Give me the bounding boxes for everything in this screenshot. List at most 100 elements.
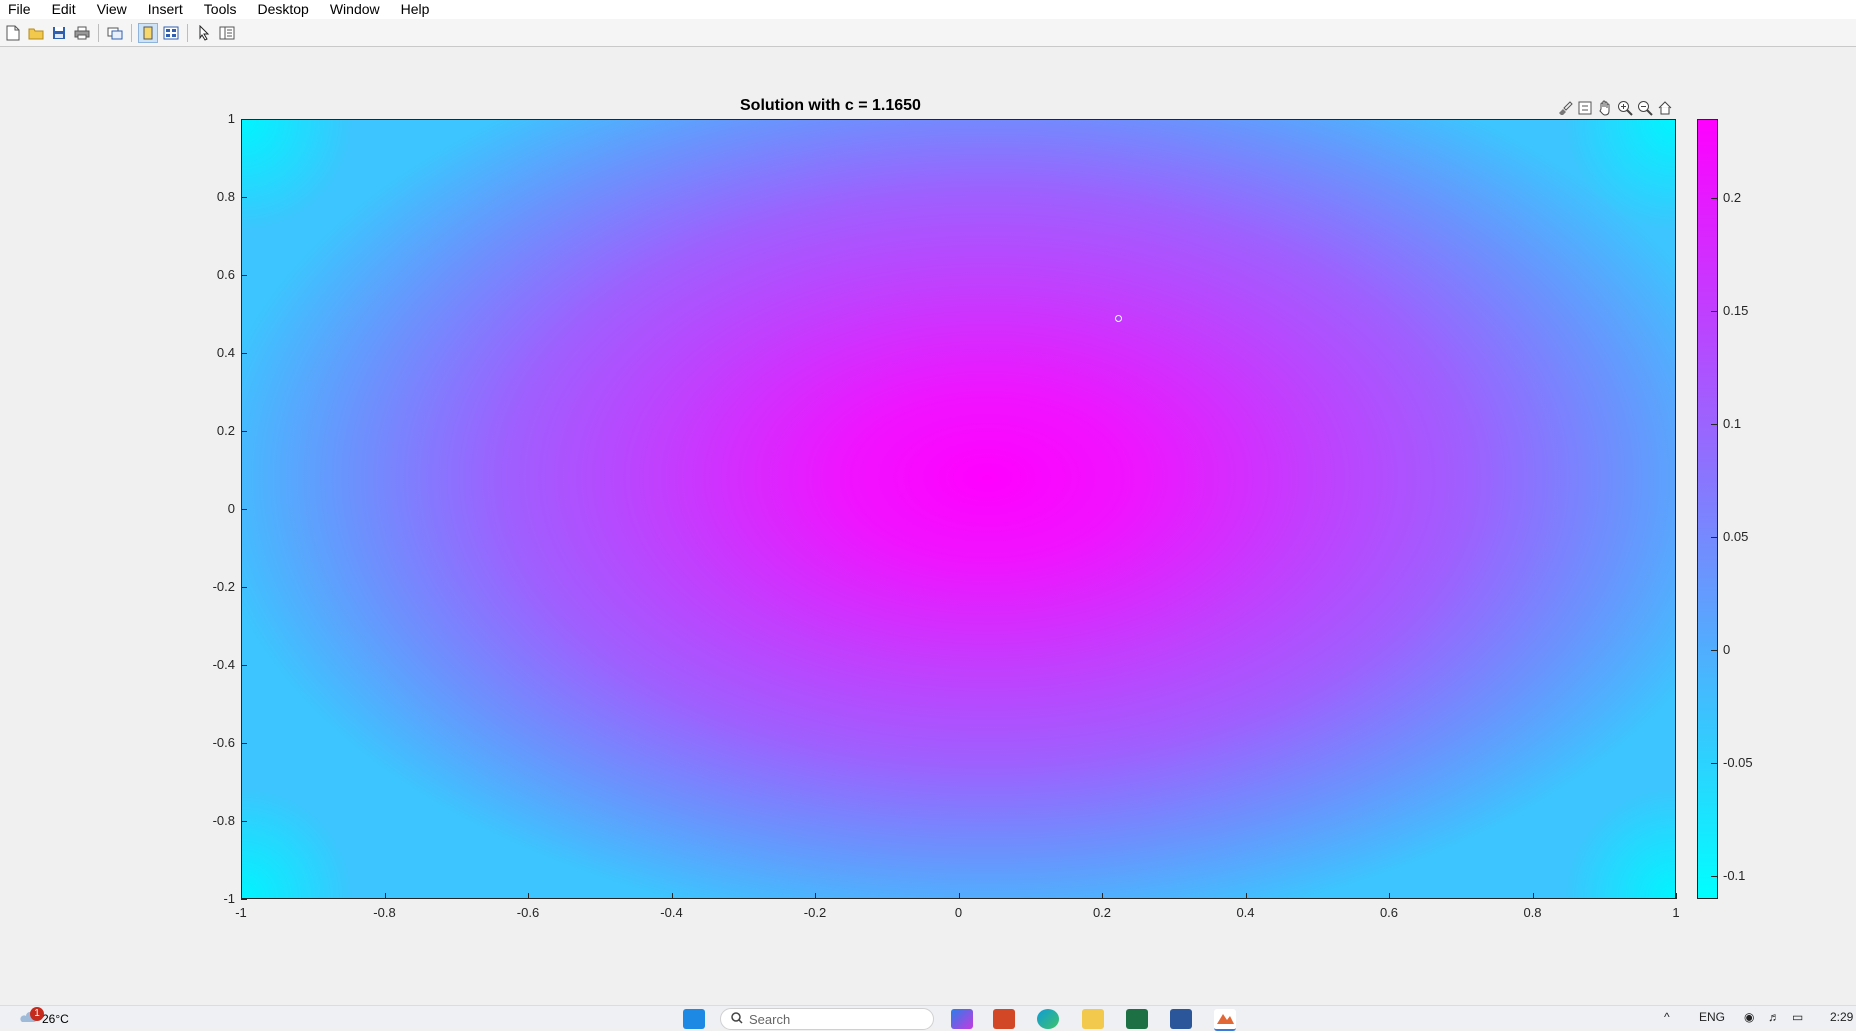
colorbar-tick-label: -0.1: [1723, 868, 1746, 884]
y-tick-label: 0.2: [216, 423, 235, 438]
toolbar-separator: [187, 23, 188, 42]
figure-toolbar: [0, 19, 1856, 47]
y-tick-mark: [241, 353, 247, 354]
menu-bar: File Edit View Insert Tools Desktop Wind…: [0, 0, 1856, 19]
y-tick-label: -1: [223, 891, 235, 906]
menu-desktop[interactable]: Desktop: [257, 1, 309, 17]
powerpoint-icon[interactable]: [993, 1009, 1015, 1029]
battery-icon[interactable]: ▭: [1792, 1010, 1804, 1024]
search-placeholder: Search: [749, 1011, 791, 1027]
x-tick-mark: [241, 893, 242, 899]
y-tick-label: 0.6: [216, 267, 235, 282]
x-tick-mark: [1533, 893, 1534, 899]
link-plot-icon[interactable]: [105, 23, 125, 43]
menu-insert[interactable]: Insert: [147, 1, 183, 17]
matlab-icon[interactable]: [1214, 1009, 1236, 1031]
axes-toolbar: [1556, 99, 1673, 116]
clock-time[interactable]: 2:29: [1830, 1010, 1854, 1024]
x-tick-label: -0.6: [516, 905, 540, 920]
plot-browser-icon[interactable]: [217, 23, 237, 43]
pan-icon[interactable]: [1596, 99, 1613, 116]
windows-start-icon[interactable]: [683, 1009, 705, 1029]
x-tick-mark: [1246, 893, 1247, 899]
colorbar-tick-mark: [1711, 311, 1717, 312]
x-tick-label: 0.8: [1523, 905, 1542, 920]
excel-icon[interactable]: [1126, 1009, 1148, 1029]
menu-edit[interactable]: Edit: [51, 1, 76, 17]
colorbar-tick-mark: [1711, 876, 1717, 877]
y-tick-label: -0.8: [212, 813, 235, 828]
y-tick-mark: [241, 665, 247, 666]
x-tick-mark: [1676, 893, 1677, 899]
menu-file[interactable]: File: [8, 1, 31, 17]
y-tick-mark: [241, 899, 247, 900]
x-tick-label: 0.2: [1092, 905, 1112, 920]
x-tick-label: 1: [1672, 905, 1680, 920]
network-icon[interactable]: ◉: [1744, 1010, 1755, 1024]
menu-tools[interactable]: Tools: [203, 1, 237, 17]
colorbar-tick-label: 0.2: [1723, 190, 1742, 206]
y-tick-mark: [241, 743, 247, 744]
colorbar-tick-label: 0.1: [1723, 416, 1742, 432]
menu-window[interactable]: Window: [329, 1, 380, 17]
x-tick-label: -0.2: [803, 905, 827, 920]
chevron-up-icon[interactable]: ^: [1664, 1010, 1670, 1024]
select-arrow-icon[interactable]: [194, 23, 214, 43]
y-tick-label: 0.8: [216, 189, 235, 204]
colorbar-tick-mark: [1711, 537, 1717, 538]
y-tick-label: 0.4: [216, 345, 235, 360]
word-icon[interactable]: [1170, 1009, 1192, 1029]
toolbar-separator: [131, 23, 132, 42]
zoom-out-icon[interactable]: [1636, 99, 1653, 116]
x-tick-label: 0: [954, 905, 963, 920]
plot-title: Solution with c = 1.1650: [740, 97, 921, 114]
heatmap-plot-area[interactable]: [241, 119, 1676, 899]
colorbar-tick-mark: [1711, 763, 1717, 764]
toolbar-separator: [98, 23, 99, 42]
y-tick-mark: [241, 197, 247, 198]
save-icon[interactable]: [49, 23, 69, 43]
open-file-icon[interactable]: [26, 23, 46, 43]
x-tick-mark: [1389, 893, 1390, 899]
edge-browser-icon[interactable]: [1037, 1009, 1059, 1029]
colorbar-tick-label: 0: [1723, 642, 1731, 658]
y-tick-label: -0.4: [212, 657, 235, 672]
y-tick-label: -0.6: [212, 735, 235, 750]
colorbar-tick-mark: [1711, 650, 1717, 651]
colorbar[interactable]: [1697, 119, 1718, 899]
y-tick-mark: [241, 119, 247, 120]
file-explorer-icon[interactable]: [1082, 1009, 1104, 1029]
x-tick-label: -0.4: [660, 905, 683, 920]
colorbar-tick-label: 0.15: [1723, 303, 1749, 319]
x-tick-mark: [672, 893, 673, 899]
colorbar-tick-label: 0.05: [1723, 529, 1749, 545]
menu-help[interactable]: Help: [400, 1, 430, 17]
print-icon[interactable]: [72, 23, 92, 43]
copilot-icon[interactable]: [951, 1009, 973, 1029]
brush-icon[interactable]: [1556, 99, 1573, 116]
y-tick-label: 0: [227, 501, 235, 516]
new-figure-icon[interactable]: [3, 23, 23, 43]
colorbar-tick-mark: [1711, 198, 1717, 199]
heatmap-surface: [242, 120, 1675, 898]
menu-view[interactable]: View: [96, 1, 127, 17]
colorbar-tick-label: -0.05: [1723, 755, 1753, 771]
x-tick-mark: [1102, 893, 1103, 899]
cursor-marker: [1115, 315, 1122, 322]
x-tick-label: -0.8: [373, 905, 396, 920]
y-tick-mark: [241, 509, 247, 510]
volume-icon[interactable]: ♬: [1768, 1010, 1780, 1024]
dock-icon[interactable]: [138, 22, 158, 43]
y-tick-label: 1: [227, 111, 235, 126]
x-tick-mark: [815, 893, 816, 899]
zoom-in-icon[interactable]: [1616, 99, 1633, 116]
data-tips-icon[interactable]: [1576, 99, 1593, 116]
home-icon[interactable]: [1656, 99, 1673, 116]
y-tick-mark: [241, 431, 247, 432]
property-editor-icon[interactable]: [161, 23, 181, 43]
weather-widget[interactable]: 1 26°C: [20, 1007, 69, 1027]
taskbar: 1 26°C Search ^ ENG ◉ ♬ ▭ 2:29: [0, 1005, 1856, 1031]
weather-temperature: 26°C: [42, 1011, 69, 1026]
y-tick-mark: [241, 587, 247, 588]
language-indicator[interactable]: ENG: [1699, 1010, 1726, 1024]
